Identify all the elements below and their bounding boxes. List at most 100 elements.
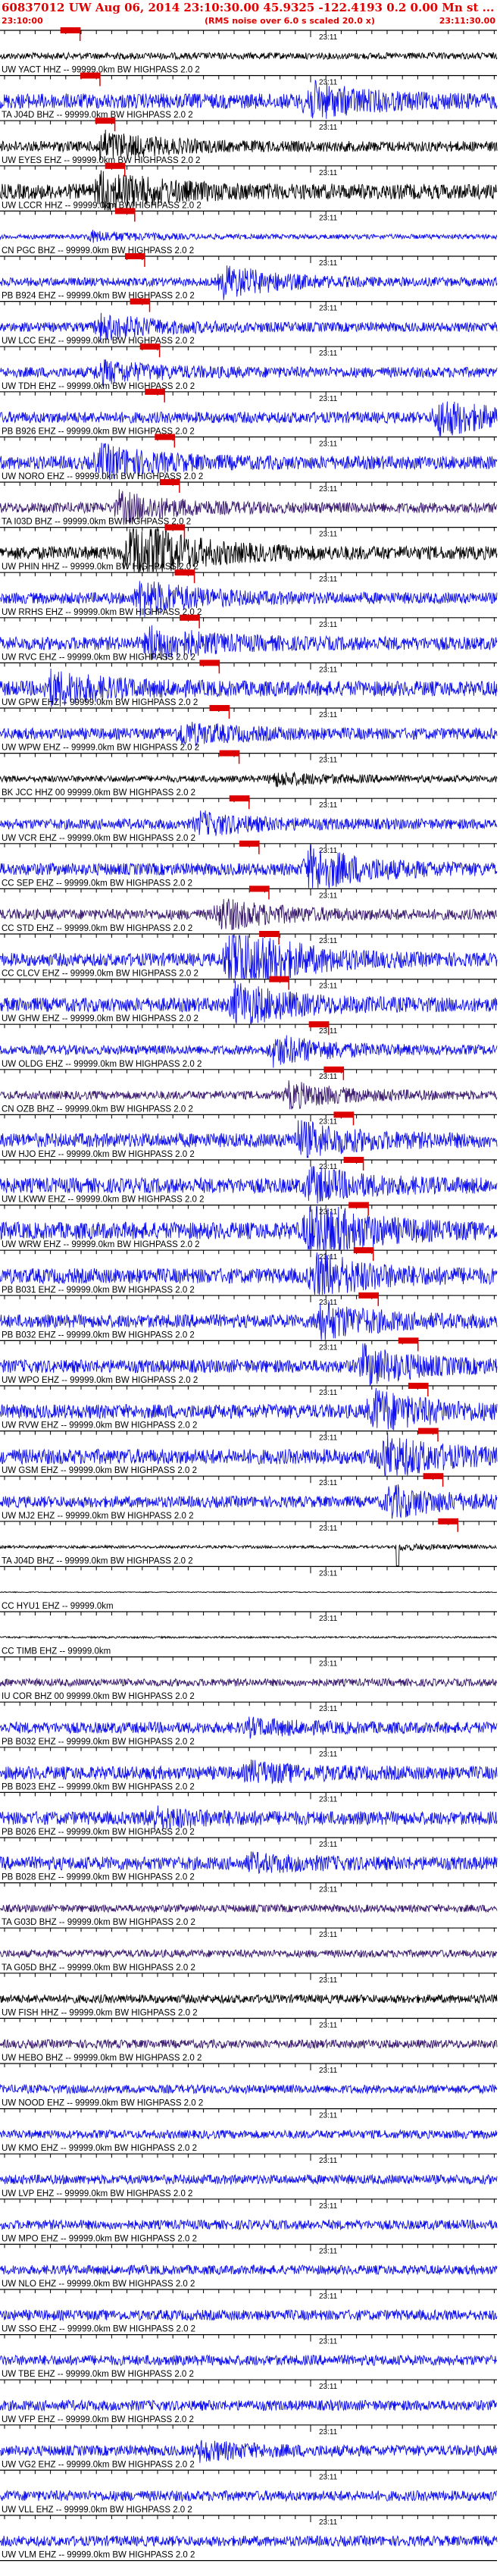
waveform [0,581,498,617]
minute-mark-label: 23:11 [319,1841,338,1849]
trace-8: 23:11 PB B926 EHZ -- 99999.0km BW HIGHPAS… [0,388,498,437]
trace-label: TA I03D BHZ -- 99999.0km BW HIGHPASS 2.0… [2,518,191,527]
trace-label: UW SSO EHZ -- 99999.0km BW HIGHPASS 2.0 … [2,2325,195,2334]
trace-0: 23:11 UW YACT HHZ -- 99999.0km BW HIGHPAS… [0,27,498,75]
minute-mark-label: 23:11 [319,982,338,991]
waveform [0,489,498,525]
minute-mark-label: 23:11 [319,1615,338,1623]
phase-pick-marker [239,840,259,847]
trace-6: 23:11 UW LCC EHZ -- 99999.0km BW HIGHPASS… [0,298,498,346]
waveform [0,443,498,481]
trace-label: UW NOOD EHZ -- 99999.0km BW HIGHPASS 2.0… [2,2099,203,2108]
trace-30: 23:11 UW RVW EHZ -- 99999.0km BW HIGHPASS… [0,1383,498,1431]
waveform [0,2129,498,2140]
trace-16: 23:11 BK JCC HHZ 00 99999.0km BW HIGHPASS… [0,750,498,798]
trace-44: 23:11 UW HEBO BHZ -- 99999.0km BW HIGHPAS… [0,2017,498,2063]
trace-49: 23:11 UW NLO EHZ -- 99999.0km BW HIGHPASS… [0,2243,498,2289]
trace-43: 23:11 UW FISH HHZ -- 99999.0km BW HIGHPAS… [0,1973,498,2017]
trace-7: 23:11 UW TDH EHZ -- 99999.0km BW HIGHPASS… [0,343,498,391]
trace-label: PB B026 EHZ -- 99999.0km BW HIGHPASS 2.0… [2,1828,195,1837]
trace-label: UW EYES EHZ -- 99999.0km BW HIGHPASS 2.0… [2,156,200,165]
minute-mark-label: 23:11 [319,2292,338,2301]
trace-label: UW VLL EHZ -- 99999.0km BW HIGHPASS 2.0 … [2,2505,192,2515]
trace-label: UW LVP EHZ -- 99999.0km BW HIGHPASS 2.0 … [2,2189,192,2198]
trace-41: 23:11 TA G03D BHZ -- 99999.0km BW HIGHPAS… [0,1882,498,1927]
trace-17: 23:11 UW VCR EHZ -- 99999.0km BW HIGHPASS… [0,795,498,843]
minute-mark-label: 23:11 [319,1389,338,1397]
waveform [0,312,498,342]
seismogram-plot: 23:11 UW YACT HHZ -- 99999.0km BW HIGHPAS… [0,27,498,2562]
trace-13: 23:11 UW RVC EHZ -- 99999.0km BW HIGHPASS… [0,614,498,662]
trace-label: UW VFP EHZ -- 99999.0km BW HIGHPASS 2.0 … [2,2415,194,2424]
trace-24: 23:11 UW HJO EHZ -- 99999.0km BW HIGHPASS… [0,1111,498,1159]
trace-34: 23:11 CC HYU1 EHZ -- 99999.0km [0,1565,498,1611]
trace-10: 23:11 TA I03D BHZ -- 99999.0km BW HIGHPAS… [0,479,498,527]
waveform [0,2039,498,2050]
waveform [0,1805,498,1830]
trace-label: TA G03D BHZ -- 99999.0km BW HIGHPASS 2.0… [2,1918,195,1927]
phase-pick-marker [80,72,100,79]
trace-label: CC SEP EHZ -- 99999.0km BW HIGHPASS 2.0 … [2,879,192,888]
waveform [0,1716,498,1739]
phase-pick-marker [353,1247,373,1254]
minute-mark-label: 23:11 [319,2383,338,2391]
waveform [0,1343,498,1387]
start-time: 23:10:00 [2,16,43,26]
phase-pick-marker [418,1427,438,1434]
waveform [0,401,498,437]
phase-pick-marker [423,1473,443,1480]
minute-mark-label: 23:11 [319,621,338,629]
minute-mark-label: 23:11 [319,2518,338,2527]
minute-mark-label: 23:11 [319,2067,338,2075]
phase-pick-marker [333,1111,354,1118]
trace-39: 23:11 PB B026 EHZ -- 99999.0km BW HIGHPAS… [0,1791,498,1837]
waveform [0,935,498,979]
phase-pick-marker [60,27,80,33]
trace-36: 23:11 IU COR BHZ 00 99999.0km BW HIGHPASS… [0,1656,498,1701]
trace-label: PB B032 EHZ -- 99999.0km BW HIGHPASS 2.0… [2,1738,195,1747]
minute-mark-label: 23:11 [319,1343,338,1352]
waveform [0,265,498,300]
waveform [0,1760,498,1785]
minute-mark-label: 23:11 [319,1660,338,1669]
phase-pick-marker [180,614,200,621]
minute-mark-label: 23:11 [319,79,338,87]
phase-pick-marker [259,931,280,937]
trace-label: TA G05D BHZ -- 99999.0km BW HIGHPASS 2.0… [2,1963,195,1973]
phase-pick-marker [348,1202,369,1208]
trace-label: UW FISH HHZ -- 99999.0km BW HIGHPASS 2.0… [2,2008,198,2017]
phase-pick-marker [269,976,289,982]
minute-mark-label: 23:11 [319,395,338,403]
trace-54: 23:11 UW VLL EHZ -- 99999.0km BW HIGHPASS… [0,2469,498,2515]
waveform [0,1590,498,1594]
trace-label: TA J04D BHZ -- 99999.0km BW HIGHPASS 2.0… [2,111,193,120]
trace-15: 23:11 UW WPW EHZ -- 99999.0km BW HIGHPASS… [0,705,498,753]
waveform [0,1543,498,1566]
phase-pick-marker [164,524,185,531]
waveform [0,1080,498,1110]
trace-label: UW HJO EHZ -- 99999.0km BW HIGHPASS 2.0 … [2,1150,195,1159]
minute-mark-label: 23:11 [319,1795,338,1804]
trace-55: 23:11 UW VLM EHZ -- 99999.0km BW HIGHPASS… [0,2515,498,2560]
trace-42: 23:11 TA G05D BHZ -- 99999.0km BW HIGHPAS… [0,1927,498,1973]
minute-mark-label: 23:11 [319,1976,338,1985]
trace-31: 23:11 UW GSM EHZ -- 99999.0km BW HIGHPASS… [0,1427,498,1476]
phase-pick-marker [438,1518,458,1525]
trace-label: CC CLCV EHZ -- 99999.0km BW HIGHPASS 2.0… [2,970,198,979]
waveform [0,1903,498,1913]
minute-mark-label: 23:11 [319,1253,338,1261]
minute-mark-label: 23:11 [319,349,338,358]
minute-mark-label: 23:11 [319,124,338,132]
trace-label: UW YACT HHZ -- 99999.0km BW HIGHPASS 2.0… [2,66,200,75]
waveform [0,2308,498,2322]
waveform [0,845,498,888]
minute-mark-label: 23:11 [319,1705,338,1713]
minute-mark-label: 23:11 [319,1750,338,1759]
trace-18: 23:11 CC SEP EHZ -- 99999.0km BW HIGHPASS… [0,840,498,888]
trace-label: UW MJ2 EHZ -- 99999.0km BW HIGHPASS 2.0 … [2,1512,194,1521]
minute-mark-label: 23:11 [319,1163,338,1171]
trace-32: 23:11 UW MJ2 EHZ -- 99999.0km BW HIGHPASS… [0,1473,498,1521]
event-title: 60837012 UW Aug 06, 2014 23:10:30.00 45.… [2,1,495,14]
trace-label: UW KMO EHZ -- 99999.0km BW HIGHPASS 2.0 … [2,2144,197,2153]
